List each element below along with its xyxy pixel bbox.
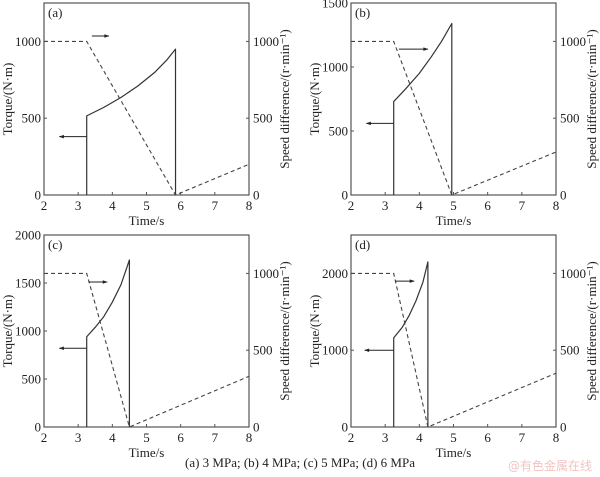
x-tick-label: 7 — [212, 430, 219, 445]
series-speed-difference — [351, 272, 557, 428]
x-tick-label: 3 — [75, 430, 82, 445]
x-tick-label: 2 — [41, 198, 48, 213]
x-tick-label: 5 — [450, 198, 457, 213]
y2-axis-title: Speed difference/(r·min⁻¹) — [584, 29, 599, 168]
series-torque — [393, 22, 453, 196]
figure-caption: (a) 3 MPa; (b) 4 MPa; (c) 5 MPa; (d) 6 M… — [185, 455, 415, 470]
y2-tick-label: 500 — [253, 111, 273, 126]
panel-c: 2 3 4 5 6 7 8050010001500200005001000Time/sTor… — [0, 228, 292, 461]
y-tick-label: 1000 — [322, 343, 348, 358]
y2-tick-label: 0 — [253, 188, 260, 203]
y2-tick-label: 0 — [560, 188, 567, 203]
y2-tick-label: 0 — [560, 420, 567, 435]
series-speed-difference — [351, 40, 557, 196]
y-tick-label: 500 — [22, 372, 42, 387]
y2-tick-label: 1000 — [253, 266, 279, 281]
y2-tick-label: 1000 — [560, 266, 586, 281]
y2-tick-label: 1000 — [253, 34, 279, 49]
x-tick-label: 8 — [246, 198, 253, 213]
x-tick-label: 8 — [553, 198, 560, 213]
panel-label: (c) — [48, 237, 62, 252]
watermark: @有色金属在线 — [507, 459, 592, 473]
x-tick-label: 6 — [177, 198, 184, 213]
x-tick-label: 3 — [382, 430, 389, 445]
x-tick-label: 7 — [519, 430, 526, 445]
panel-label: (b) — [355, 5, 370, 20]
y-tick-label: 1000 — [322, 60, 348, 75]
x-tick-label: 3 — [75, 198, 82, 213]
y-tick-label: 2000 — [15, 228, 41, 243]
x-tick-label: 4 — [416, 430, 423, 445]
x-tick-label: 8 — [553, 430, 560, 445]
x-axis-title: Time/s — [436, 445, 472, 460]
x-tick-label: 2 — [41, 430, 48, 445]
y-tick-label: 500 — [329, 124, 349, 139]
y-tick-label: 0 — [35, 420, 42, 435]
y-axis-title: Torque/(N·m) — [307, 63, 322, 136]
series-speed-difference — [44, 40, 250, 196]
y-tick-label: 2000 — [322, 266, 348, 281]
y2-tick-label: 500 — [560, 111, 580, 126]
y-axis-title: Torque/(N·m) — [307, 295, 322, 368]
panel-label: (d) — [355, 237, 370, 252]
y-tick-label: 0 — [342, 420, 349, 435]
series-torque — [86, 259, 131, 428]
panel-a: 2 3 4 5 6 7 80500100005001000Time/sTorque/(N·m… — [0, 2, 292, 228]
x-tick-label: 4 — [109, 430, 116, 445]
plot-frame — [43, 234, 250, 428]
y-tick-label: 1000 — [15, 324, 41, 339]
x-axis-title: Time/s — [436, 213, 472, 228]
x-axis-title: Time/s — [129, 445, 165, 460]
plot-frame — [350, 234, 557, 428]
x-tick-label: 6 — [177, 430, 184, 445]
plot-frame — [350, 2, 557, 196]
y2-tick-label: 500 — [560, 343, 580, 358]
x-tick-label: 4 — [109, 198, 116, 213]
x-tick-label: 2 — [348, 430, 355, 445]
y-tick-label: 0 — [342, 188, 349, 203]
y-tick-label: 0 — [35, 188, 42, 203]
panel-label: (a) — [48, 5, 62, 20]
x-tick-label: 7 — [519, 198, 526, 213]
x-tick-label: 8 — [246, 430, 253, 445]
panel-d: 2 3 4 5 6 7 801000200005001000Time/sTorque/(N·… — [307, 234, 599, 460]
y-tick-label: 1500 — [322, 0, 348, 11]
y2-tick-label: 1000 — [560, 34, 586, 49]
x-tick-label: 6 — [484, 198, 491, 213]
y-axis-title: Torque/(N·m) — [0, 63, 15, 136]
y-tick-label: 1000 — [15, 34, 41, 49]
x-axis-title: Time/s — [129, 213, 165, 228]
y-tick-label: 1500 — [15, 276, 41, 291]
series-torque — [86, 48, 177, 196]
y2-axis-title: Speed difference/(r·min⁻¹) — [277, 29, 292, 168]
x-tick-label: 4 — [416, 198, 423, 213]
x-tick-label: 5 — [450, 430, 457, 445]
x-tick-label: 7 — [212, 198, 219, 213]
x-tick-label: 3 — [382, 198, 389, 213]
x-tick-label: 5 — [143, 430, 150, 445]
plot-frame — [43, 2, 250, 196]
y2-tick-label: 500 — [253, 343, 273, 358]
series-torque — [393, 261, 429, 428]
series-speed-difference — [44, 272, 250, 428]
y2-tick-label: 0 — [253, 420, 260, 435]
panel-b: 2 3 4 5 6 7 805001000150005001000Time/sTorque/… — [307, 0, 599, 228]
y2-axis-title: Speed difference/(r·min⁻¹) — [584, 261, 599, 400]
x-tick-label: 2 — [348, 198, 355, 213]
y-axis-title: Torque/(N·m) — [0, 295, 15, 368]
y-tick-label: 500 — [22, 111, 42, 126]
y2-axis-title: Speed difference/(r·min⁻¹) — [277, 261, 292, 400]
x-tick-label: 5 — [143, 198, 150, 213]
x-tick-label: 6 — [484, 430, 491, 445]
